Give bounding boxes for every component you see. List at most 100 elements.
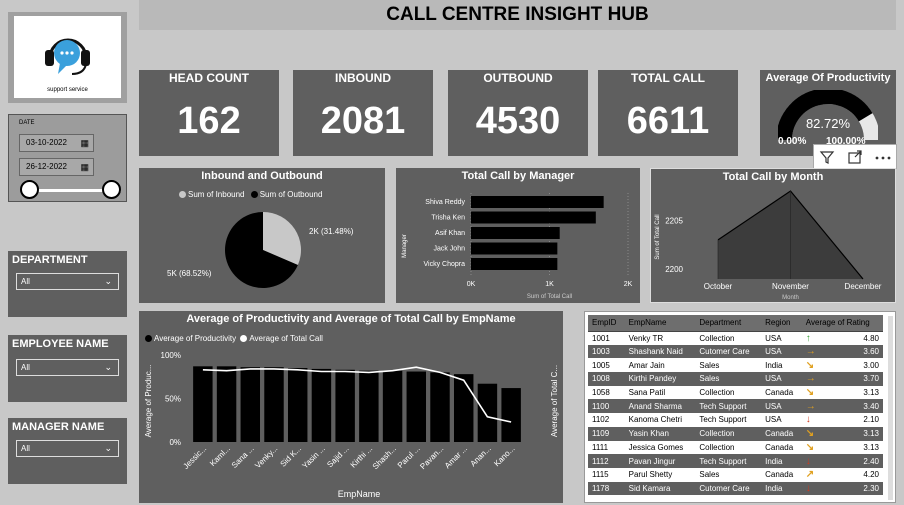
column-header-empname[interactable]: EmpName	[624, 315, 696, 332]
bar[interactable]	[240, 367, 261, 442]
bar[interactable]	[311, 368, 332, 442]
rating-cell: 4.80	[836, 331, 883, 345]
chart-legend: Average of Productivity Average of Total…	[145, 334, 323, 343]
date-range-slider-track[interactable]	[29, 189, 121, 192]
department-cell: Sales	[695, 372, 762, 386]
tick-label-x: Jessic...	[181, 444, 208, 471]
tick-label-y: Jack John	[433, 246, 465, 253]
empname-cell: Parul Shetty	[624, 467, 696, 482]
rating-cell: 2.10	[836, 413, 883, 427]
tick-label-x: Yasin ...	[300, 444, 326, 470]
pie-slice[interactable]	[225, 212, 298, 288]
chevron-down-icon: ⌄	[104, 276, 112, 286]
empname-cell: Sana Patil	[624, 385, 696, 400]
kpi-value: 162	[177, 100, 241, 142]
tick-label-y: Shiva Reddy	[425, 199, 465, 206]
kpi-title: HEAD COUNT	[169, 71, 249, 85]
table-row[interactable]: 1109 Yasin Khan Collection Canada ↘ 3.13	[588, 426, 883, 441]
date-range-end-handle[interactable]	[102, 180, 121, 199]
table-row[interactable]: 1102 Kanoma Chetri Tech Support USA ↓ 2.10	[588, 413, 883, 427]
tick-label-y: 2205	[665, 216, 683, 225]
empid-cell: 1008	[588, 372, 625, 386]
bar[interactable]	[471, 258, 558, 270]
bar[interactable]	[471, 196, 604, 208]
tick-label-y: 50%	[165, 395, 181, 404]
bar[interactable]	[264, 367, 284, 442]
calendar-icon[interactable]: ▦	[80, 162, 89, 172]
table-row[interactable]: 1112 Pavan Jingur Tech Support India ↓ 2.40	[588, 454, 883, 468]
rating-table-card: EmpID EmpName Department Region Average …	[584, 311, 896, 503]
table-row[interactable]: 1115 Parul Shetty Sales Canada ↗ 4.20	[588, 467, 883, 482]
table-header-row: EmpID EmpName Department Region Average …	[588, 315, 883, 332]
trend-arrow-down-right-icon: ↘	[801, 358, 837, 373]
tick-label-x: November	[772, 282, 809, 291]
tick-label-x: Venky...	[253, 444, 279, 470]
bar[interactable]	[501, 388, 521, 442]
kpi-inbound: INBOUND 2081	[293, 70, 433, 156]
table-row[interactable]: 1001 Venky TR Collection USA ↑ 4.80	[588, 331, 883, 345]
manager-name-dropdown[interactable]: All ⌄	[16, 440, 119, 457]
table-row[interactable]: 1005 Amar Jain Sales India ↘ 3.00	[588, 358, 883, 373]
empid-cell: 1115	[588, 467, 625, 482]
date-range-start-handle[interactable]	[20, 180, 39, 199]
department-cell: Collection	[695, 331, 762, 345]
bar[interactable]	[359, 370, 379, 442]
chevron-down-icon: ⌄	[104, 443, 112, 453]
department-cell: Collection	[695, 385, 762, 400]
department-cell: Collection	[695, 440, 762, 455]
empname-cell: Anand Sharma	[624, 399, 696, 414]
pie-data-label-inbound: 2K (31.48%)	[309, 227, 354, 236]
region-cell: India	[761, 358, 802, 373]
bar[interactable]	[335, 369, 355, 442]
end-date-input[interactable]: 26-12-2022 ▦	[19, 158, 94, 176]
bar[interactable]	[471, 211, 596, 224]
table-scrollbar[interactable]	[888, 316, 893, 500]
bar[interactable]	[287, 368, 308, 442]
more-options-icon[interactable]	[874, 148, 892, 166]
rating-cell: 3.13	[836, 426, 883, 441]
department-cell: Tech Support	[695, 413, 762, 427]
bar[interactable]	[382, 370, 403, 442]
table-row[interactable]: 1178 Sid Kamara Cutomer Care India ↓ 2.30	[588, 481, 883, 496]
pie-slice[interactable]	[263, 212, 301, 266]
trend-arrow-down-right-icon: ↘	[801, 440, 837, 455]
start-date-input[interactable]: 03-10-2022 ▦	[19, 134, 94, 152]
rating-cell: 2.30	[836, 481, 883, 496]
bar[interactable]	[471, 227, 560, 239]
empid-cell: 1109	[588, 426, 625, 441]
tick-label-x: Anan...	[469, 444, 493, 468]
table-row[interactable]: 1003 Shashank Naid Cutomer Care USA → 3.60	[588, 344, 883, 359]
department-dropdown[interactable]: All ⌄	[16, 273, 119, 290]
column-header-empid[interactable]: EmpID	[588, 315, 625, 332]
focus-mode-icon[interactable]	[846, 148, 864, 166]
bar[interactable]	[193, 366, 213, 442]
column-header-region[interactable]: Region	[761, 315, 802, 332]
table-row[interactable]: 1100 Anand Sharma Tech Support USA → 3.40	[588, 399, 883, 414]
manager-name-dropdown-value: All	[21, 444, 30, 453]
table-row[interactable]: 1058 Sana Patil Collection Canada ↘ 3.13	[588, 385, 883, 400]
legend-swatch-productivity	[145, 335, 152, 343]
bar[interactable]	[453, 374, 474, 442]
column-header-average-rating[interactable]: Average of Rating	[801, 315, 883, 332]
bar[interactable]	[430, 372, 450, 442]
bar[interactable]	[477, 383, 498, 442]
rating-table-wrapper: EmpID EmpName Department Region Average …	[588, 315, 883, 496]
series-line[interactable]	[202, 366, 512, 423]
region-cell: USA	[761, 331, 802, 345]
table-row[interactable]: 1111 Jessica Gomes Collection Canada ↘ 3.13	[588, 440, 883, 455]
productivity-by-empname-chart: Average of Productivity and Average of T…	[139, 311, 563, 503]
bar[interactable]	[216, 366, 237, 442]
axis-label-y-left: Average of Produc...	[144, 365, 153, 438]
department-cell: Cutomer Care	[695, 344, 762, 359]
table-row[interactable]: 1008 Kirthi Pandey Sales USA → 3.70	[588, 372, 883, 386]
calendar-icon[interactable]: ▦	[80, 138, 89, 148]
tick-label-x: Parul ...	[396, 444, 422, 470]
kpi-head-count: HEAD COUNT 162	[139, 70, 279, 156]
filter-icon[interactable]	[818, 148, 836, 166]
logo: support service	[14, 16, 121, 98]
column-header-department[interactable]: Department	[695, 315, 762, 332]
employee-name-dropdown[interactable]: All ⌄	[16, 359, 119, 376]
pie-chart	[225, 212, 301, 288]
bar[interactable]	[471, 242, 558, 255]
bar[interactable]	[406, 371, 427, 442]
